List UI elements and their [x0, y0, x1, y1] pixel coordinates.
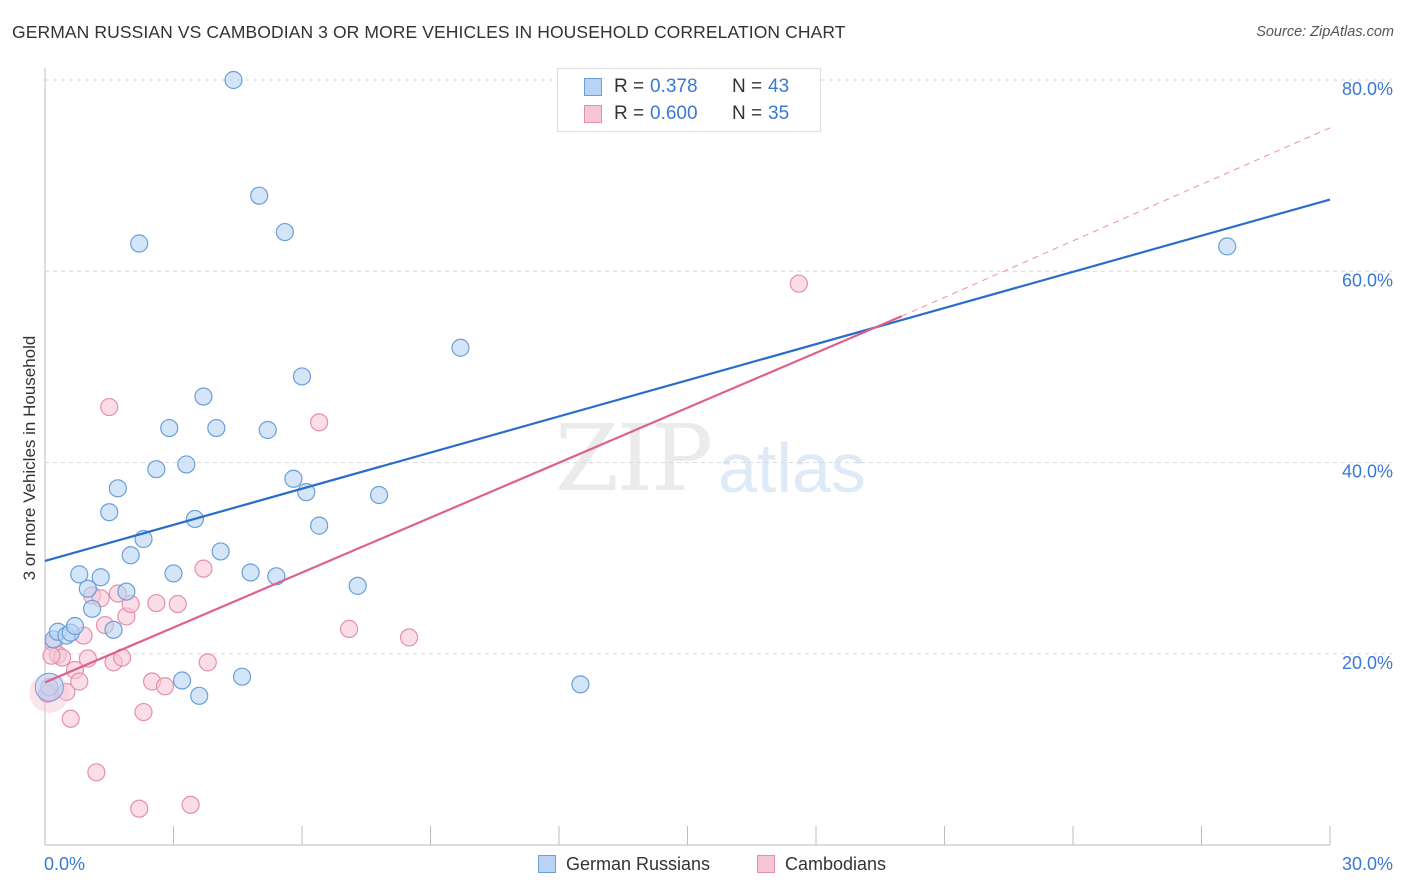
german-russian-point: [91, 568, 110, 587]
german-russian-point: [275, 222, 294, 242]
x-tick-label: 30.0%: [1342, 854, 1393, 874]
german-russian-point: [207, 418, 226, 438]
german-russian-point: [194, 387, 213, 406]
r-label: R =: [614, 103, 645, 124]
legend-label: Cambodians: [785, 853, 887, 874]
german-russian-point: [451, 338, 470, 357]
cambodian-point: [61, 709, 80, 728]
cambodian-point: [70, 672, 89, 691]
cambodian-point: [134, 702, 153, 722]
watermark-zip: ZIP: [555, 405, 713, 512]
cambodian-point: [100, 397, 119, 417]
german-russian-point: [571, 675, 590, 694]
legend-label: German Russians: [566, 853, 711, 874]
legend-row-cambodians: R = 0.600 N = 35: [584, 102, 789, 126]
cambodian-point: [155, 677, 175, 696]
cambodian-point: [310, 413, 329, 432]
german-russian-point: [78, 579, 97, 598]
r-label: R =: [614, 76, 645, 97]
german-russian-point: [108, 479, 127, 498]
x-tick-label: 0.0%: [44, 854, 85, 874]
german-russian-point: [292, 367, 312, 386]
german-russian-point: [164, 564, 183, 583]
german-russian-point: [241, 563, 260, 582]
german-russian-point: [258, 420, 277, 440]
german-russian-point: [190, 686, 209, 705]
cambodian-point: [181, 795, 200, 814]
cambodian-point: [340, 619, 359, 638]
cambodian-point: [147, 593, 166, 613]
y-tick-label: 80.0%: [1342, 79, 1393, 99]
german-russian-point: [117, 582, 136, 601]
legend-row-german-russians: R = 0.378 N = 43: [584, 75, 789, 99]
cambodian-point: [130, 799, 149, 818]
r-value: 0.378: [650, 76, 698, 97]
legend-item-german-russians: German Russians: [538, 852, 710, 876]
pink-swatch-icon: [757, 855, 775, 873]
german-russian-point: [310, 516, 329, 535]
r-value: 0.600: [650, 103, 698, 124]
german-russian-point: [83, 599, 102, 618]
correlation-legend: R = 0.378 N = 43 R = 0.600 N = 35: [557, 68, 821, 132]
cambodian-trend-extension: [901, 127, 1331, 317]
german-russian-point: [348, 576, 367, 595]
cambodian-point: [87, 763, 106, 782]
german-russian-point: [370, 485, 389, 505]
y-axis-label: 3 or more Vehicles in Household: [20, 335, 39, 581]
german-russian-point: [250, 186, 269, 205]
german-russian-point: [130, 234, 149, 253]
german-russian-point: [211, 542, 230, 561]
n-value: 35: [768, 103, 790, 124]
german-russian-point: [224, 70, 243, 90]
y-tick-label: 60.0%: [1342, 270, 1393, 290]
n-value: 43: [768, 76, 790, 97]
cambodian-point: [42, 646, 61, 665]
source-label: Source: ZipAtlas.com: [1256, 24, 1394, 40]
german-russian-point: [147, 460, 166, 479]
y-tick-label: 20.0%: [1342, 653, 1393, 673]
german-russian-point: [65, 616, 85, 636]
german-russian-point: [177, 455, 196, 474]
cambodian-point: [198, 653, 217, 672]
legend-item-cambodians: Cambodians: [757, 852, 886, 876]
german-russian-point: [104, 620, 123, 639]
n-label: N =: [732, 103, 763, 124]
german-russian-cluster-point: [34, 672, 64, 702]
german-russian-point: [70, 565, 89, 584]
cambodian-trend-line: [44, 315, 903, 684]
german-russian-point: [267, 567, 286, 586]
german-russian-point: [232, 667, 252, 686]
pink-swatch-icon: [584, 105, 602, 123]
german-russian-trend-line: [44, 198, 1331, 563]
blue-swatch-icon: [538, 855, 556, 873]
n-label: N =: [732, 76, 763, 97]
blue-swatch-icon: [584, 78, 602, 96]
german-russian-point: [160, 418, 179, 438]
german-russian-point: [284, 469, 303, 488]
chart-title: GERMAN RUSSIAN VS CAMBODIAN 3 OR MORE VE…: [12, 22, 846, 42]
german-russian-point: [121, 546, 140, 565]
y-tick-label: 40.0%: [1342, 462, 1393, 482]
cambodian-point: [194, 559, 213, 578]
german-russian-point: [100, 503, 119, 522]
watermark-atlas: atlas: [718, 429, 866, 507]
german-russian-point: [1218, 237, 1237, 256]
cambodian-point: [399, 628, 419, 647]
cambodian-point: [168, 594, 187, 614]
cambodian-point: [789, 274, 808, 293]
german-russian-point: [172, 671, 192, 690]
